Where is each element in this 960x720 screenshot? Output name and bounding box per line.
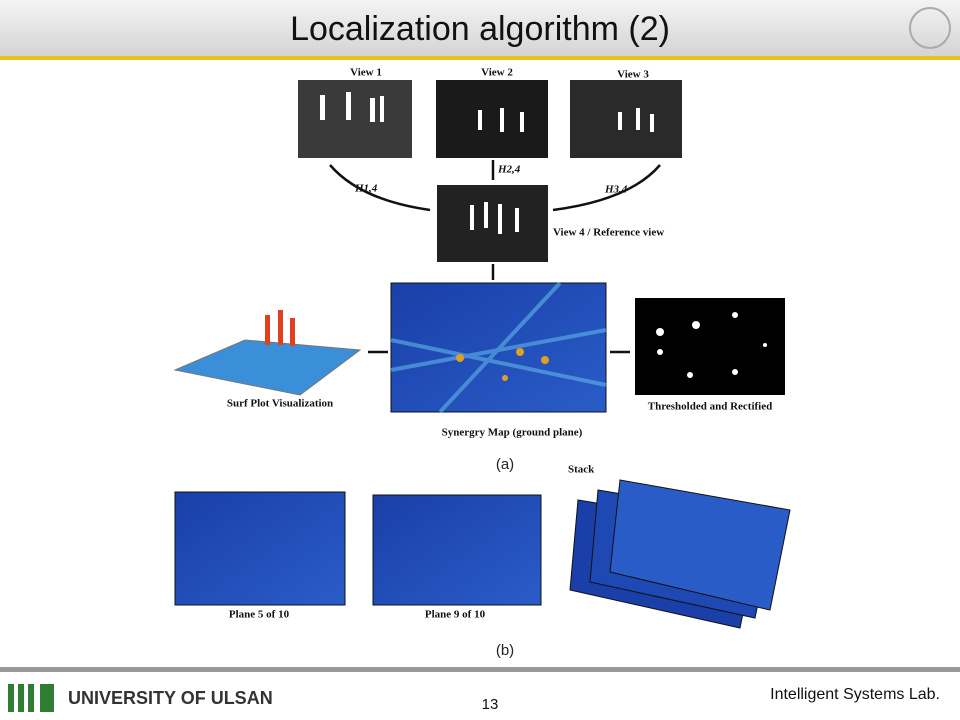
figure-caption: Surf Plot Visualization xyxy=(227,398,333,410)
plane-image xyxy=(372,494,542,606)
image xyxy=(437,185,548,262)
view-images xyxy=(298,80,682,262)
lab-name: Intelligent Systems Lab. xyxy=(770,686,940,703)
plane-stack xyxy=(569,479,791,629)
panel-label: (a) xyxy=(496,456,514,473)
thresholded-image xyxy=(635,298,785,395)
figure-caption: Synergry Map (ground plane) xyxy=(442,427,583,439)
stack-label: Stack xyxy=(568,464,595,476)
university-name: UNIVERSITY OF ULSAN xyxy=(68,688,273,708)
plane-image xyxy=(174,491,346,606)
view-label: View 4 / Reference view xyxy=(553,227,664,239)
surf-plot xyxy=(173,339,362,396)
image xyxy=(436,80,548,158)
image xyxy=(570,80,682,158)
logo xyxy=(8,684,54,712)
image xyxy=(298,80,412,158)
header-rule xyxy=(0,56,960,60)
view-label: View 2 xyxy=(481,67,513,79)
arrows xyxy=(329,160,661,354)
figure-caption: Thresholded and Rectified xyxy=(648,401,772,413)
homography-label: H3,4 xyxy=(604,184,628,196)
figure-caption: Plane 5 of 10 xyxy=(229,609,290,621)
page-number: 13 xyxy=(482,696,499,713)
panel-label: (b) xyxy=(496,642,514,659)
emblem xyxy=(909,7,951,49)
homography-label: H2,4 xyxy=(497,164,521,176)
slide-title: Localization algorithm (2) xyxy=(290,10,670,48)
view-label: View 1 xyxy=(350,67,382,79)
homography-label: H1,4 xyxy=(354,183,378,195)
footer-rule xyxy=(0,667,960,672)
figure-caption: Plane 9 of 10 xyxy=(425,609,486,621)
header-band xyxy=(0,0,960,56)
view-label: View 3 xyxy=(617,69,649,81)
